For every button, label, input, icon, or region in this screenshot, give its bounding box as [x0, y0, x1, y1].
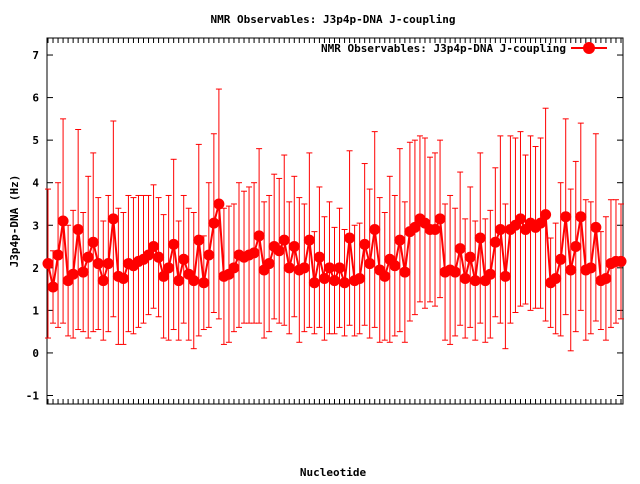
y-tick-label: 2	[32, 262, 39, 275]
data-point	[188, 275, 200, 287]
data-point	[67, 268, 79, 280]
data-point	[339, 277, 351, 289]
data-point	[87, 236, 99, 248]
y-tick-label: 5	[32, 134, 39, 147]
data-point	[283, 262, 295, 274]
legend-marker	[583, 42, 595, 54]
legend: NMR Observables: J3p4p-DNA J-coupling	[321, 42, 607, 55]
data-point	[263, 258, 275, 270]
data-point	[178, 253, 190, 265]
data-point	[82, 251, 94, 263]
data-point	[484, 268, 496, 280]
data-point	[434, 213, 446, 225]
series	[42, 198, 627, 293]
data-point	[615, 255, 627, 267]
data-point	[57, 215, 69, 227]
data-point	[273, 245, 285, 257]
y-tick-label: 4	[32, 177, 39, 190]
data-point	[52, 249, 64, 261]
data-point	[409, 221, 421, 233]
data-point	[168, 238, 180, 250]
data-point	[173, 275, 185, 287]
data-point	[318, 272, 330, 284]
y-tick-label: 6	[32, 92, 39, 105]
data-point	[585, 262, 597, 274]
data-point	[308, 277, 320, 289]
data-point	[600, 272, 612, 284]
data-point	[459, 272, 471, 284]
data-point	[570, 241, 582, 253]
data-point	[555, 253, 567, 265]
data-point	[449, 266, 461, 278]
data-point	[248, 247, 260, 259]
data-point	[499, 270, 511, 282]
data-point	[565, 264, 577, 276]
data-point	[47, 281, 59, 293]
data-point	[560, 211, 572, 223]
data-point	[97, 275, 109, 287]
data-point	[203, 249, 215, 261]
data-point	[429, 224, 441, 236]
data-point	[359, 238, 371, 250]
data-point	[540, 209, 552, 221]
data-point	[77, 266, 89, 278]
data-point	[92, 258, 104, 270]
data-point	[489, 236, 501, 248]
data-point	[575, 211, 587, 223]
data-point	[535, 217, 547, 229]
data-point	[208, 217, 220, 229]
legend-label: NMR Observables: J3p4p-DNA J-coupling	[321, 42, 566, 55]
y-tick-label: 7	[32, 49, 39, 62]
y-tick-label: 1	[32, 304, 39, 317]
data-point	[117, 272, 129, 284]
data-point	[313, 251, 325, 263]
y-axis-label: J3p4p-DNA (Hz)	[8, 175, 21, 268]
data-point	[253, 230, 265, 242]
data-point	[198, 277, 210, 289]
data-point	[158, 270, 170, 282]
data-point	[514, 213, 526, 225]
data-point	[354, 272, 366, 284]
data-point	[394, 234, 406, 246]
y-tick-label: -1	[26, 389, 40, 402]
data-point	[550, 272, 562, 284]
data-point	[454, 243, 466, 255]
data-point	[143, 249, 155, 261]
data-point	[148, 241, 160, 253]
data-point	[389, 260, 401, 272]
data-point	[379, 270, 391, 282]
data-point	[369, 224, 381, 236]
data-point	[494, 224, 506, 236]
data-point	[464, 251, 476, 263]
data-point	[42, 258, 54, 270]
x-axis-label: Nucleotide	[300, 466, 367, 479]
data-point	[288, 241, 300, 253]
data-point	[469, 275, 481, 287]
data-point	[278, 234, 290, 246]
y-tick-label: 3	[32, 219, 39, 232]
data-point	[107, 213, 119, 225]
data-point	[323, 262, 335, 274]
y-tick-label: 0	[32, 347, 39, 360]
data-point	[590, 221, 602, 233]
data-point	[213, 198, 225, 210]
axes: -1 0 1 2 3 4 5 6 7	[26, 37, 624, 405]
data-point	[364, 258, 376, 270]
data-point	[193, 234, 205, 246]
data-point	[72, 224, 84, 236]
data-point	[298, 262, 310, 274]
data-point	[153, 251, 165, 263]
data-point	[102, 258, 114, 270]
data-point	[334, 262, 346, 274]
data-point	[329, 275, 340, 287]
chart-title: NMR Observables: J3p4p-DNA J-coupling	[210, 13, 455, 26]
data-point	[399, 266, 411, 278]
data-point	[303, 234, 315, 246]
data-point	[163, 262, 175, 274]
data-point	[474, 232, 486, 244]
data-point	[228, 262, 240, 274]
data-point	[344, 232, 356, 244]
